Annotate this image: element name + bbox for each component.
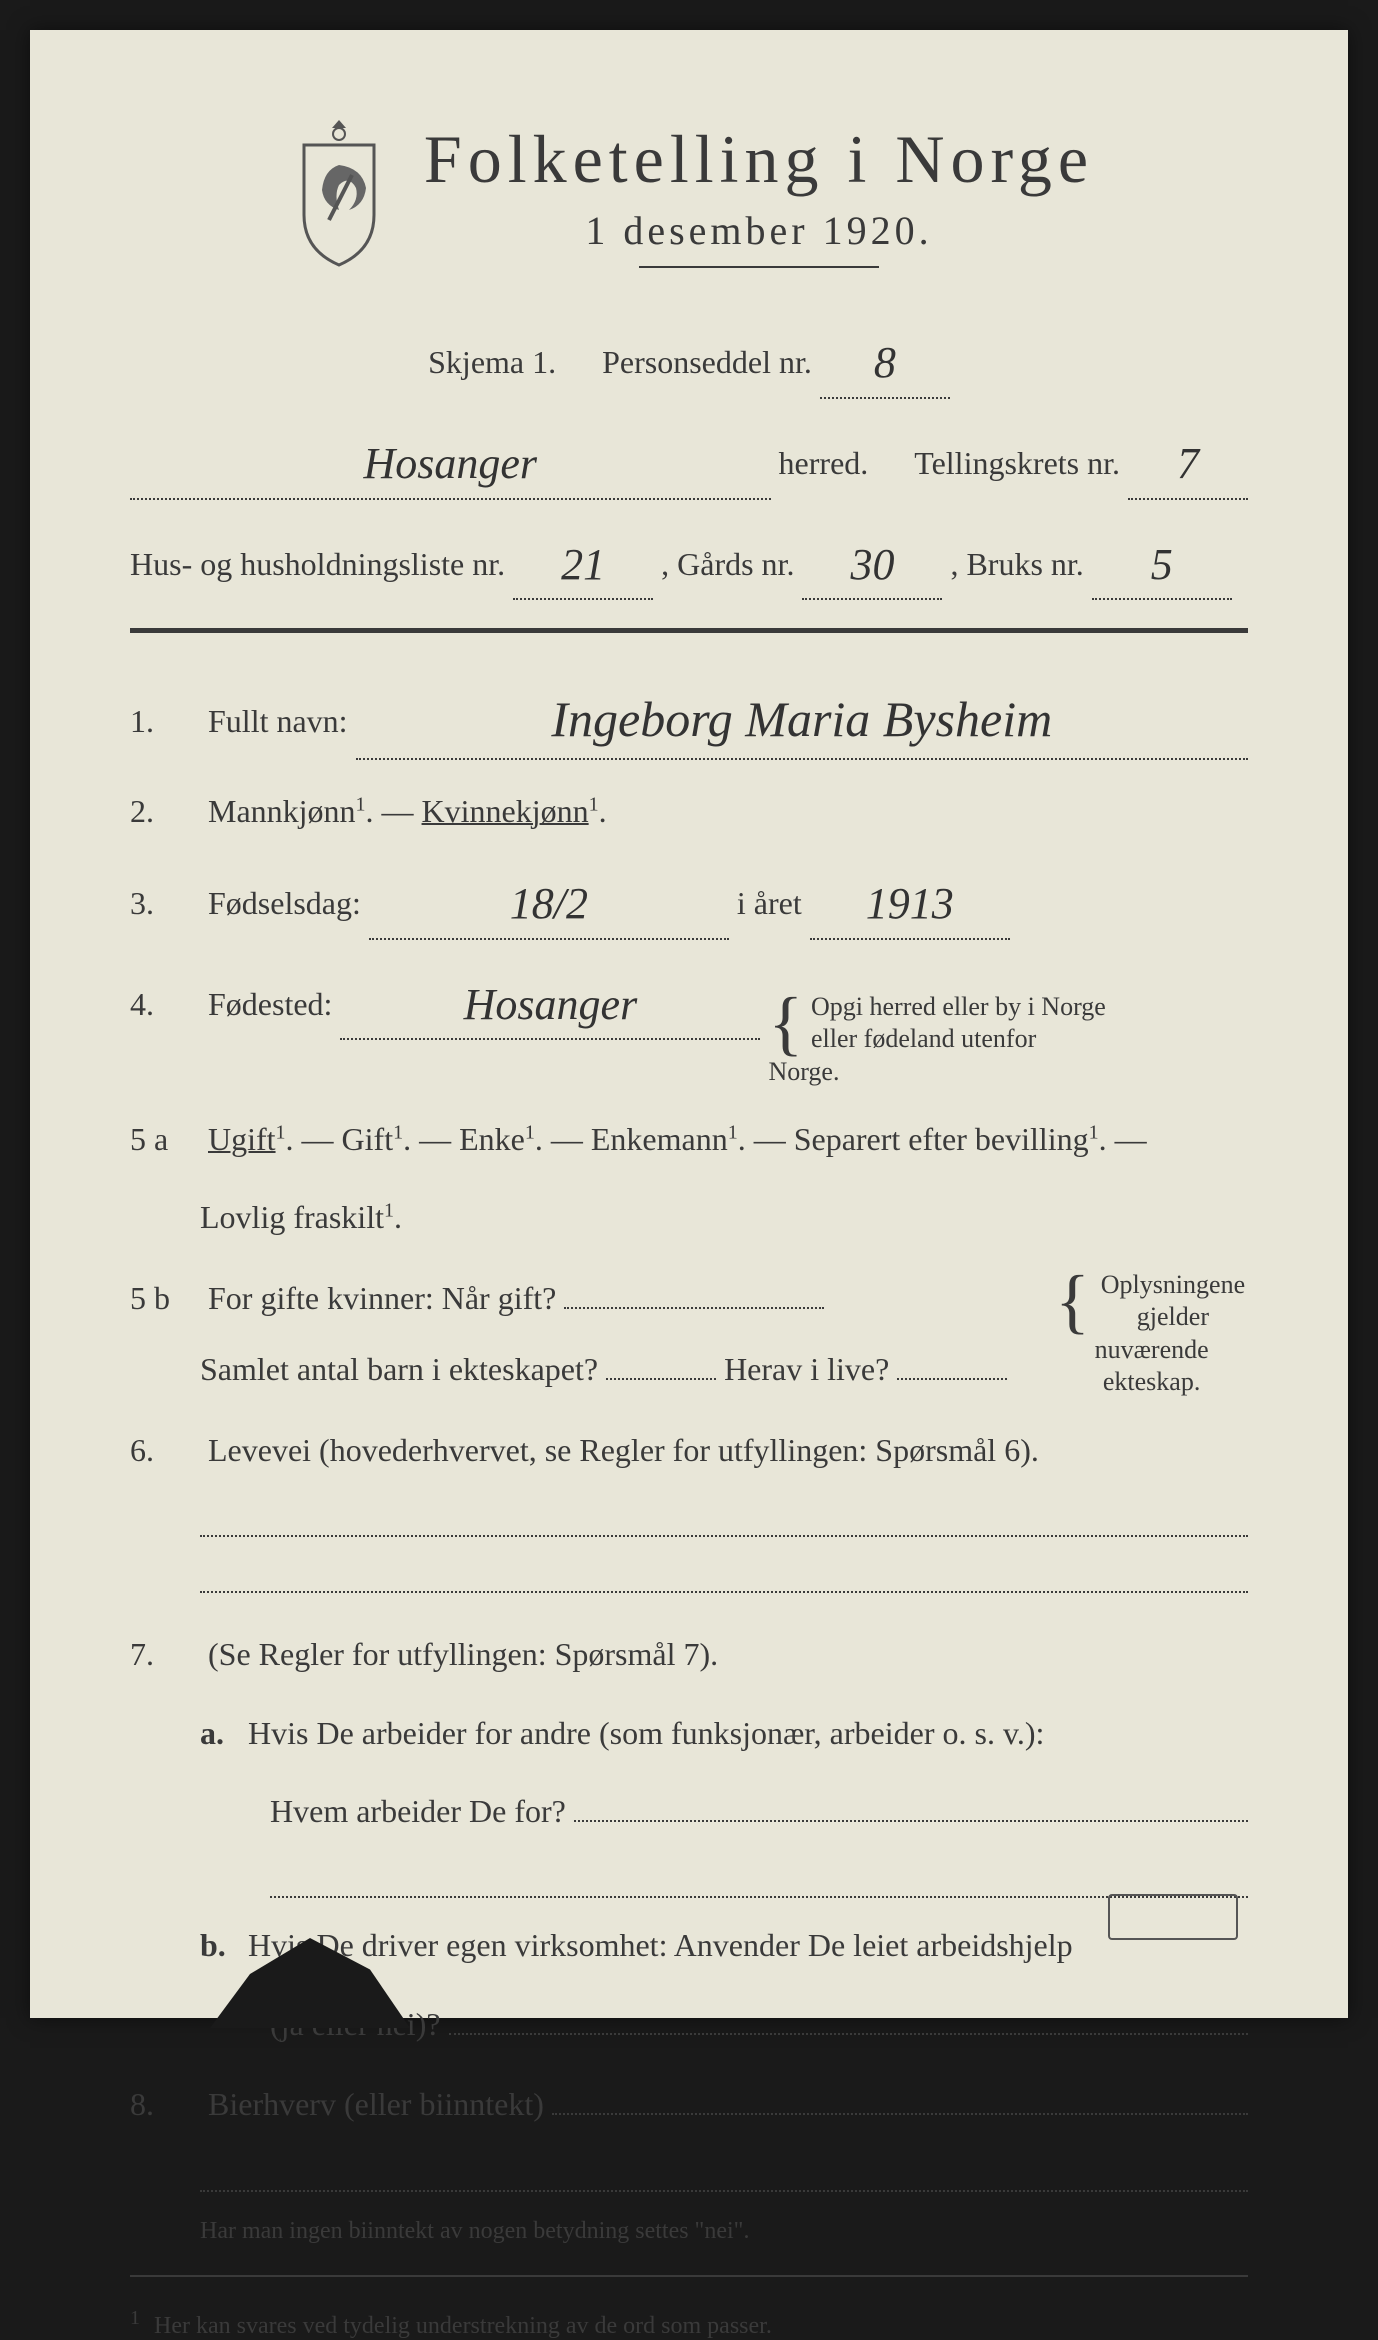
q5b-note-l1: Oplysningene [1101, 1270, 1245, 1299]
q2-mann: Mannkjønn [208, 793, 356, 829]
q1-label: Fullt navn: [208, 694, 348, 748]
q5b-label1: For gifte kvinner: Når gift? [208, 1271, 556, 1325]
q5a-lovlig: Lovlig fraskilt [200, 1199, 384, 1235]
title-group: Folketelling i Norge 1 desember 1920. [424, 120, 1094, 302]
q7a-letter: a. [200, 1706, 240, 1760]
personseddel-label: Personseddel nr. [602, 335, 812, 389]
q5b-label3: Herav i live? [724, 1342, 889, 1396]
main-title: Folketelling i Norge [424, 120, 1094, 199]
q7a-text2: Hvem arbeider De for? [270, 1784, 566, 1838]
q3-day: 18/2 [510, 879, 588, 928]
footnote-1: Har man ingen biinntekt av nogen betydni… [200, 2218, 1248, 2245]
q6-blank2 [200, 1557, 1248, 1593]
q4-label: Fødested: [208, 977, 332, 1031]
q7a-row1: a. Hvis De arbeider for andre (som funks… [130, 1706, 1248, 1760]
q2-kvinne: Kvinnekjønn [422, 793, 589, 829]
q8-row: 8. Bierhverv (eller biinntekt) [130, 2077, 1248, 2131]
q5b-num: 5 b [130, 1271, 200, 1325]
gards-label: , Gårds nr. [661, 537, 794, 591]
q5a-gift: Gift [342, 1121, 394, 1157]
thick-rule-1 [130, 628, 1248, 633]
q7-row: 7. (Se Regler for utfyllingen: Spørsmål … [130, 1627, 1248, 1681]
herred-line: Hosanger herred. Tellingskrets nr. 7 [130, 423, 1248, 500]
q3-num: 3. [130, 876, 200, 930]
q3-label: Fødselsdag: [208, 876, 361, 930]
printer-stamp [1108, 1894, 1238, 1940]
bruks-label: , Bruks nr. [950, 537, 1083, 591]
q1-value: Ingeborg Maria Bysheim [551, 691, 1052, 747]
footnote-2: 1Her kan svares ved tydelig understrekni… [130, 2307, 1248, 2340]
q6-num: 6. [130, 1423, 200, 1477]
personseddel-value: 8 [874, 338, 896, 387]
q5b-note-l3: ekteskap. [1103, 1367, 1200, 1396]
footnote-2-text: Her kan svares ved tydelig understreknin… [154, 2313, 772, 2339]
q8-blank [200, 2156, 1248, 2192]
q8-label: Bierhverv (eller biinntekt) [208, 2077, 544, 2131]
q7b-text1: Hvis De driver egen virksomhet: Anvender… [248, 1927, 1073, 1963]
q1-row: 1. Fullt navn: Ingeborg Maria Bysheim [130, 673, 1248, 760]
thin-rule-bottom [130, 2275, 1248, 2277]
q3-row: 3. Fødselsdag: 18/2 i året 1913 [130, 863, 1248, 940]
q5a-row2: Lovlig fraskilt1. [130, 1190, 1248, 1244]
coat-of-arms-icon [284, 120, 394, 270]
q5b-note: Oplysningene gjelder nuværende ekteskap. [1055, 1269, 1248, 1399]
q5a-num: 5 a [130, 1112, 200, 1166]
q3-year: 1913 [866, 879, 954, 928]
q4-note-l2: eller fødeland utenfor Norge. [768, 1024, 1036, 1086]
q6-label: Levevei (hovederhvervet, se Regler for u… [208, 1432, 1039, 1468]
q4-note-l1: Opgi herred eller by i Norge [811, 992, 1106, 1021]
skjema-label: Skjema 1. [428, 335, 556, 389]
hus-value: 21 [561, 540, 605, 589]
q1-num: 1. [130, 694, 200, 748]
q5b-label2: Samlet antal barn i ekteskapet? [200, 1342, 598, 1396]
q5a-ugift: Ugift [208, 1121, 276, 1157]
krets-value: 7 [1177, 439, 1199, 488]
q5b-row: 5 b For gifte kvinner: Når gift? Samlet … [130, 1269, 1248, 1399]
q7a-row2: Hvem arbeider De for? [130, 1784, 1248, 1838]
q2-num: 2. [130, 784, 200, 838]
q8-num: 8. [130, 2077, 200, 2131]
q7a-blank [270, 1862, 1248, 1898]
skjema-line: Skjema 1. Personseddel nr. 8 [130, 322, 1248, 399]
q5a-enkemann: Enkemann [591, 1121, 728, 1157]
q4-num: 4. [130, 977, 200, 1031]
q7b-letter: b. [200, 1918, 240, 1972]
q4-value: Hosanger [464, 980, 638, 1029]
q3-year-label: i året [737, 876, 802, 930]
q6-row: 6. Levevei (hovederhvervet, se Regler fo… [130, 1423, 1248, 1477]
q5b-note-l2: gjelder nuværende [1095, 1302, 1209, 1364]
q5a-separert: Separert efter bevilling [794, 1121, 1089, 1157]
gards-value: 30 [850, 540, 894, 589]
herred-label: herred. [779, 436, 869, 490]
q7-num: 7. [130, 1627, 200, 1681]
q4-note: Opgi herred eller by i Norge eller fødel… [768, 991, 1105, 1089]
subtitle-date: 1 desember 1920. [424, 207, 1094, 254]
herred-value: Hosanger [363, 439, 537, 488]
q2-row: 2. Mannkjønn1. — Kvinnekjønn1. [130, 784, 1248, 838]
q4-row: 4. Fødested: Hosanger Opgi herred eller … [130, 964, 1248, 1089]
q5a-row: 5 a Ugift1. — Gift1. — Enke1. — Enkemann… [130, 1112, 1248, 1166]
q7a-text1: Hvis De arbeider for andre (som funksjon… [248, 1715, 1044, 1751]
bruks-value: 5 [1151, 540, 1173, 589]
q6-blank1 [200, 1501, 1248, 1537]
hus-line: Hus- og husholdningsliste nr. 21 , Gårds… [130, 524, 1248, 601]
krets-label: Tellingskrets nr. [914, 436, 1120, 490]
hus-label: Hus- og husholdningsliste nr. [130, 537, 505, 591]
q7-header: (Se Regler for utfyllingen: Spørsmål 7). [208, 1636, 718, 1672]
q5a-enke: Enke [459, 1121, 525, 1157]
q2-sep: — [382, 793, 422, 829]
header: Folketelling i Norge 1 desember 1920. [130, 120, 1248, 302]
census-form-page: Folketelling i Norge 1 desember 1920. Sk… [30, 30, 1348, 2018]
title-rule [639, 266, 879, 268]
